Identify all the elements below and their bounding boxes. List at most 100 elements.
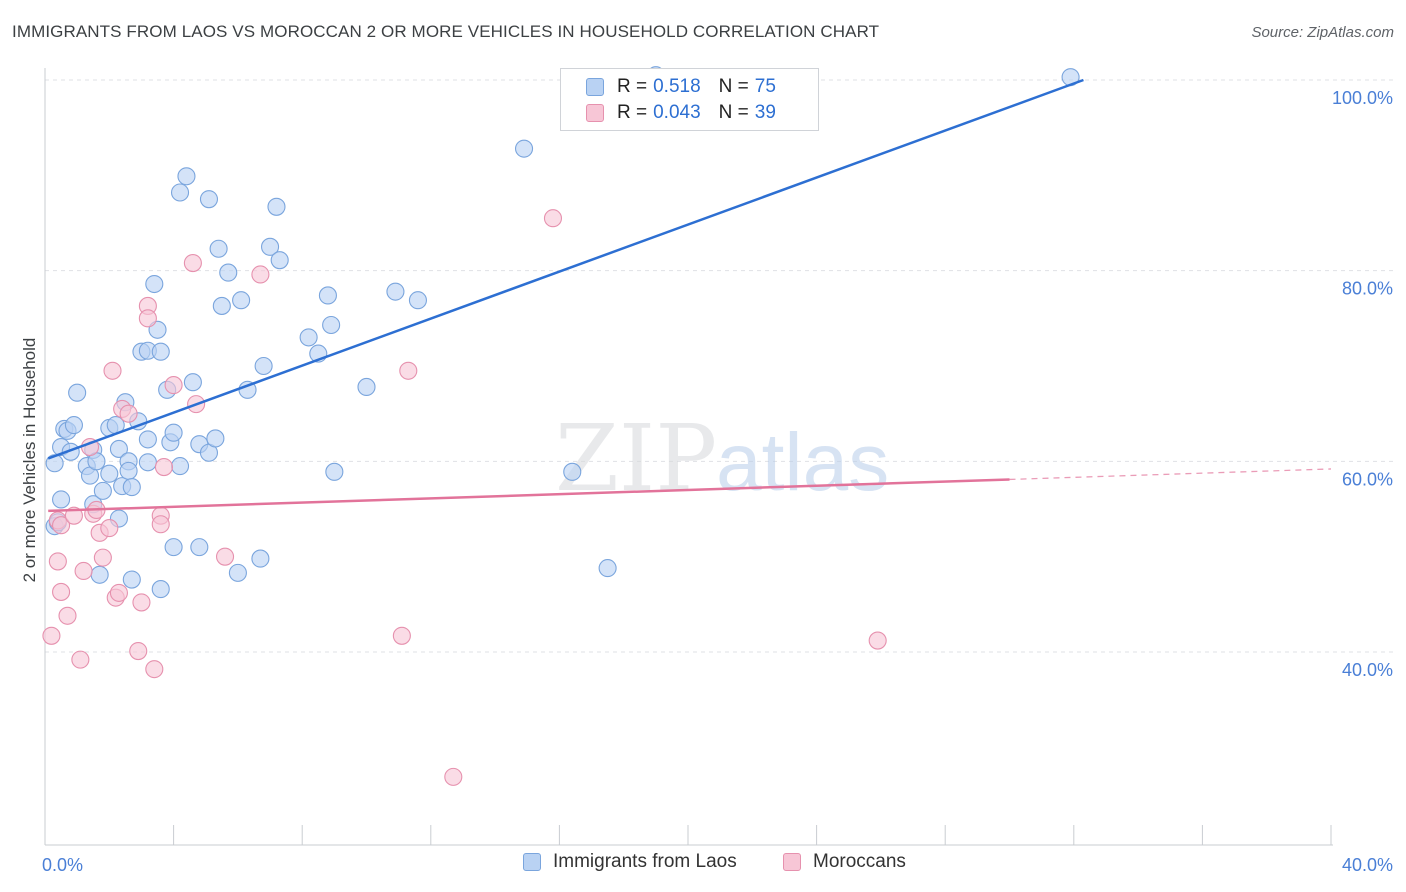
data-point-laos bbox=[151, 342, 170, 361]
trend-lines bbox=[47, 78, 1332, 513]
data-point-moroccans bbox=[52, 582, 71, 601]
y-tick-label: 80.0% bbox=[1342, 279, 1393, 299]
data-point-laos bbox=[145, 274, 164, 294]
data-point-laos bbox=[183, 373, 202, 392]
data-point-laos bbox=[251, 549, 270, 568]
legend-r-value: 0.043 bbox=[653, 102, 701, 123]
data-point-moroccans bbox=[444, 767, 463, 786]
data-point-moroccans bbox=[100, 519, 119, 538]
data-point-moroccans bbox=[119, 404, 138, 423]
legend-n-label: N = bbox=[718, 102, 749, 123]
data-point-laos bbox=[267, 197, 286, 216]
x-tick-label: 40.0% bbox=[1342, 855, 1393, 875]
data-point-laos bbox=[164, 423, 183, 442]
legend-n-value: 75 bbox=[754, 76, 776, 97]
data-point-laos bbox=[68, 383, 87, 402]
data-point-laos bbox=[212, 296, 231, 315]
data-point-laos bbox=[138, 430, 157, 449]
series-moroccans bbox=[42, 209, 887, 786]
data-point-laos bbox=[93, 481, 112, 500]
legend-label-moroccans: Moroccans bbox=[813, 851, 906, 872]
data-point-moroccans bbox=[868, 631, 887, 650]
data-point-laos bbox=[270, 251, 289, 270]
data-point-laos bbox=[190, 538, 209, 557]
data-point-laos bbox=[90, 565, 109, 584]
legend-swatch-laos bbox=[523, 853, 541, 871]
data-point-moroccans bbox=[215, 547, 235, 566]
legend-swatch-moroccans bbox=[783, 853, 801, 871]
data-point-laos bbox=[170, 457, 190, 476]
data-point-moroccans bbox=[154, 458, 174, 477]
legend-r-label: R = bbox=[617, 76, 648, 97]
data-point-laos bbox=[318, 286, 337, 305]
data-point-moroccans bbox=[251, 265, 270, 284]
data-point-laos bbox=[254, 356, 273, 376]
data-point-moroccans bbox=[399, 361, 418, 380]
zipatlas-watermark: ZIP atlas bbox=[555, 405, 889, 512]
gridlines bbox=[45, 79, 1393, 653]
legend-swatch-moroccans bbox=[586, 104, 604, 122]
legend-r-value: 0.518 bbox=[653, 76, 701, 97]
data-point-moroccans bbox=[543, 209, 563, 228]
data-point-laos bbox=[177, 167, 196, 186]
data-point-laos bbox=[100, 464, 119, 483]
legend-item-moroccans[interactable]: Moroccans bbox=[783, 851, 906, 873]
x-tick-label: 0.0% bbox=[42, 855, 83, 875]
data-point-laos bbox=[386, 282, 405, 301]
legend-n-value: 39 bbox=[754, 102, 776, 123]
data-point-laos bbox=[64, 416, 83, 435]
watermark-zip: ZIP bbox=[555, 405, 717, 512]
data-point-laos bbox=[325, 462, 344, 481]
data-point-laos bbox=[52, 490, 71, 509]
data-point-laos bbox=[209, 239, 228, 258]
trend-line-moroccans-extension bbox=[1009, 468, 1332, 481]
data-point-moroccans bbox=[109, 583, 128, 602]
data-point-laos bbox=[122, 570, 141, 589]
legend-label-laos: Immigrants from Laos bbox=[553, 851, 737, 872]
trend-line-moroccans bbox=[48, 478, 1010, 513]
data-point-laos bbox=[164, 538, 183, 557]
legend-swatch-laos bbox=[586, 78, 604, 96]
data-point-laos bbox=[119, 461, 138, 480]
data-point-laos bbox=[260, 237, 280, 256]
series-legend: Immigrants from Laos Moroccans bbox=[0, 851, 1406, 877]
y-tick-label: 100.0% bbox=[1332, 88, 1393, 108]
data-point-moroccans bbox=[392, 626, 411, 645]
data-point-moroccans bbox=[52, 516, 71, 535]
data-point-laos bbox=[228, 563, 247, 582]
data-point-laos bbox=[109, 439, 128, 458]
data-point-moroccans bbox=[74, 561, 93, 581]
data-point-laos bbox=[563, 462, 582, 481]
data-point-moroccans bbox=[48, 552, 67, 571]
source-credit: Source: ZipAtlas.com bbox=[1251, 24, 1394, 41]
data-point-laos bbox=[232, 291, 251, 310]
data-point-moroccans bbox=[129, 641, 148, 661]
data-point-laos bbox=[514, 139, 534, 158]
data-point-moroccans bbox=[71, 650, 90, 669]
data-point-laos bbox=[322, 315, 341, 335]
legend-row-laos: R = 0.518 N = 75 bbox=[586, 74, 776, 100]
y-tick-label: 60.0% bbox=[1342, 469, 1393, 489]
data-point-moroccans bbox=[138, 309, 157, 328]
data-point-laos bbox=[357, 377, 376, 397]
data-point-moroccans bbox=[42, 626, 61, 645]
data-point-moroccans bbox=[93, 548, 112, 567]
data-point-moroccans bbox=[58, 606, 77, 625]
data-point-moroccans bbox=[183, 253, 202, 273]
trend-line-laos bbox=[47, 78, 1084, 460]
data-point-laos bbox=[151, 580, 170, 599]
chart-title: IMMIGRANTS FROM LAOS VS MOROCCAN 2 OR MO… bbox=[12, 22, 880, 41]
legend-item-laos[interactable]: Immigrants from Laos bbox=[523, 851, 737, 873]
data-point-laos bbox=[206, 429, 225, 448]
data-point-moroccans bbox=[164, 376, 183, 395]
data-point-laos bbox=[122, 478, 141, 497]
data-point-moroccans bbox=[132, 593, 151, 612]
data-point-laos bbox=[170, 183, 190, 202]
data-point-moroccans bbox=[103, 361, 122, 380]
correlation-legend: R = 0.518 N = 75 R = 0.043 N = 39 bbox=[560, 68, 819, 131]
legend-r-label: R = bbox=[617, 102, 648, 123]
data-point-laos bbox=[299, 328, 318, 347]
data-point-laos bbox=[408, 291, 427, 310]
data-point-laos bbox=[598, 559, 617, 578]
